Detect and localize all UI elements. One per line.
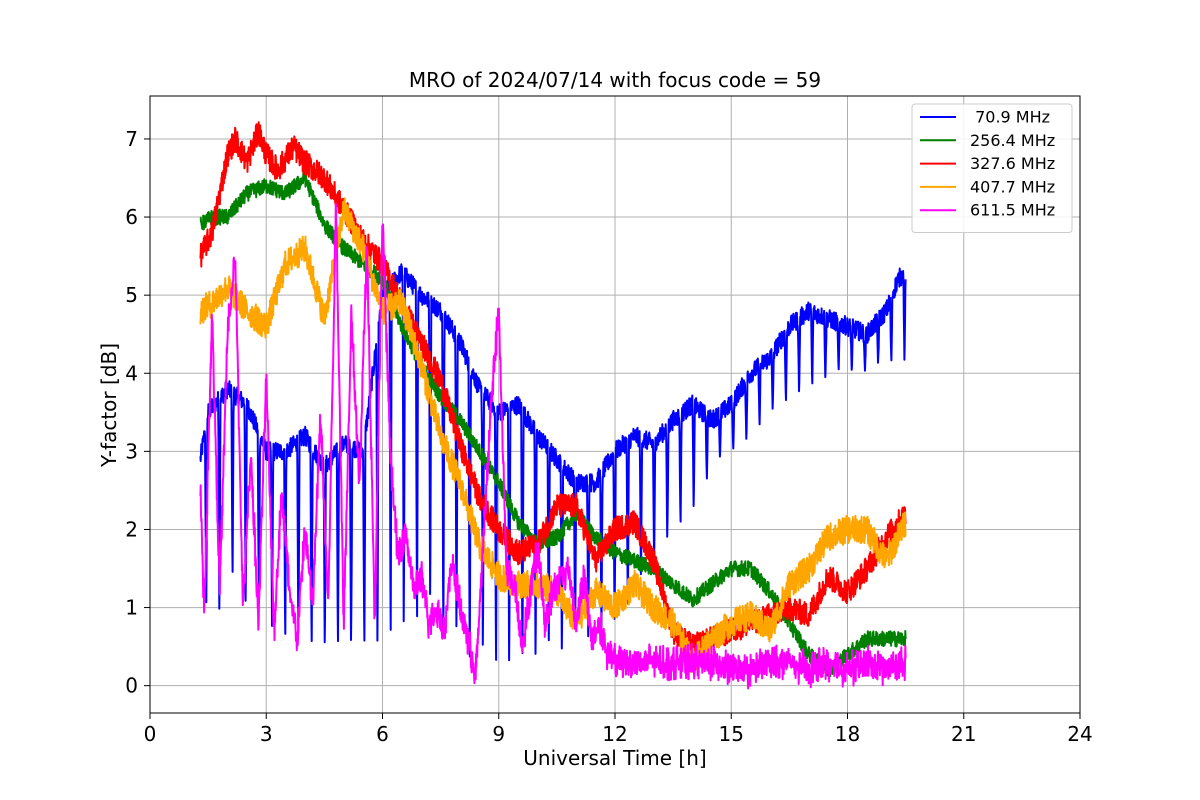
x-tick-label: 12	[602, 722, 627, 746]
y-tick-label: 5	[125, 283, 138, 307]
x-tick-label: 9	[492, 722, 505, 746]
x-tick-label: 24	[1067, 722, 1092, 746]
legend-label: 407.7 MHz	[970, 177, 1055, 196]
y-tick-label: 1	[125, 596, 138, 620]
legend-box	[911, 103, 1073, 233]
chart-title: MRO of 2024/07/14 with focus code = 59	[409, 68, 821, 92]
x-tick-label: 6	[376, 722, 389, 746]
y-tick-label: 3	[125, 439, 138, 463]
x-tick-label: 3	[260, 722, 273, 746]
y-tick-label: 4	[125, 361, 138, 385]
x-axis-label: Universal Time [h]	[523, 746, 706, 770]
legend-label: 611.5 MHz	[970, 201, 1055, 220]
x-tick-label: 0	[144, 722, 157, 746]
legend-label: 70.9 MHz	[970, 108, 1050, 127]
y-tick-label: 6	[125, 205, 138, 229]
y-axis-label: Y-factor [dB]	[97, 343, 121, 468]
legend: 70.9 MHz 256.4 MHz 327.6 MHz 407.7 MHz 611.5…	[911, 103, 1073, 233]
x-tick-label: 15	[719, 722, 744, 746]
y-tick-label: 0	[125, 674, 138, 698]
y-tick-label: 2	[125, 517, 138, 541]
x-tick-label: 18	[835, 722, 860, 746]
x-tick-label: 21	[951, 722, 976, 746]
legend-label: 327.6 MHz	[970, 154, 1055, 173]
legend-label: 256.4 MHz	[970, 131, 1055, 150]
series-lines	[199, 121, 907, 690]
y-tick-label: 7	[125, 127, 138, 151]
series-line-5	[199, 202, 907, 690]
